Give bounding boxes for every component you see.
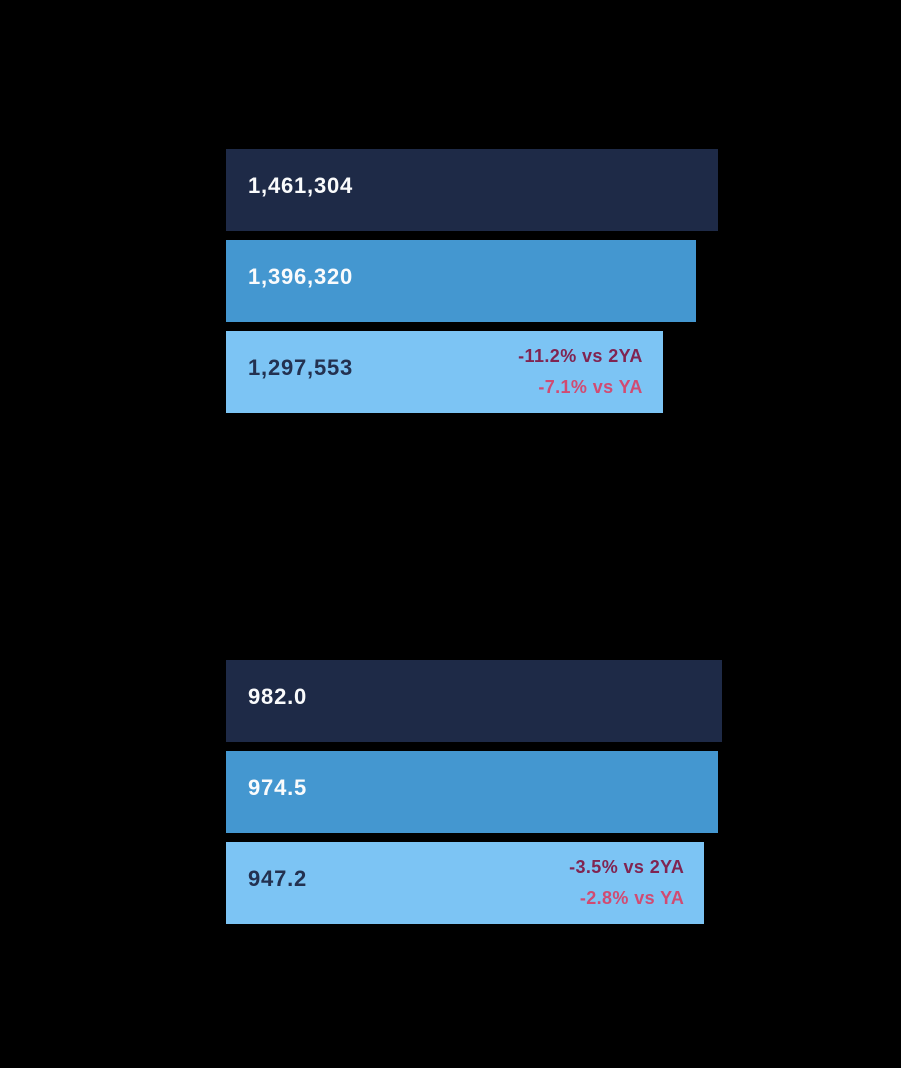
annotation-vs-2ya: -3.5% vs 2YA xyxy=(569,857,685,877)
bar-third: 1,297,553 -11.2% vs 2YA -7.1% vs YA xyxy=(226,331,663,413)
bar-value-label: 947.2 xyxy=(248,866,308,891)
bar-first: 982.0 xyxy=(226,660,722,742)
bar-value-label: 982.0 xyxy=(248,684,308,709)
bar-second: 1,396,320 xyxy=(226,240,697,322)
bar-value-label: 1,461,304 xyxy=(248,173,354,198)
annotation-block: -3.5% vs 2YA -2.8% vs YA xyxy=(569,852,684,914)
bar-third: 947.2 -3.5% vs 2YA -2.8% vs YA xyxy=(226,842,705,924)
bar-row: 1,396,320 xyxy=(226,240,697,322)
bar-row: 982.0 xyxy=(226,660,722,742)
bar-row: 974.5 xyxy=(226,751,719,833)
bar-value-label: 1,396,320 xyxy=(248,264,354,289)
bar-first: 1,461,304 xyxy=(226,149,718,231)
annotation-vs-ya: -2.8% vs YA xyxy=(579,888,685,908)
annotation-block: -11.2% vs 2YA -7.1% vs YA xyxy=(518,341,643,403)
bar-chart-bottom: 982.0 974.5 947.2 -3.5% vs 2YA -2.8% vs … xyxy=(226,660,731,1068)
bar-value-label: 974.5 xyxy=(248,775,308,800)
bar-value-label: 1,297,553 xyxy=(248,355,354,380)
bar-row: 1,297,553 -11.2% vs 2YA -7.1% vs YA xyxy=(226,331,663,413)
annotation-vs-2ya: -11.2% vs 2YA xyxy=(518,346,643,366)
annotation-vs-ya: -7.1% vs YA xyxy=(538,377,643,397)
bar-second: 974.5 xyxy=(226,751,719,833)
bar-chart-top: 1,461,304 1,396,320 1,297,553 -11.2% vs … xyxy=(226,149,731,562)
bar-row: 947.2 -3.5% vs 2YA -2.8% vs YA xyxy=(226,842,705,924)
bar-row: 1,461,304 xyxy=(226,149,718,231)
